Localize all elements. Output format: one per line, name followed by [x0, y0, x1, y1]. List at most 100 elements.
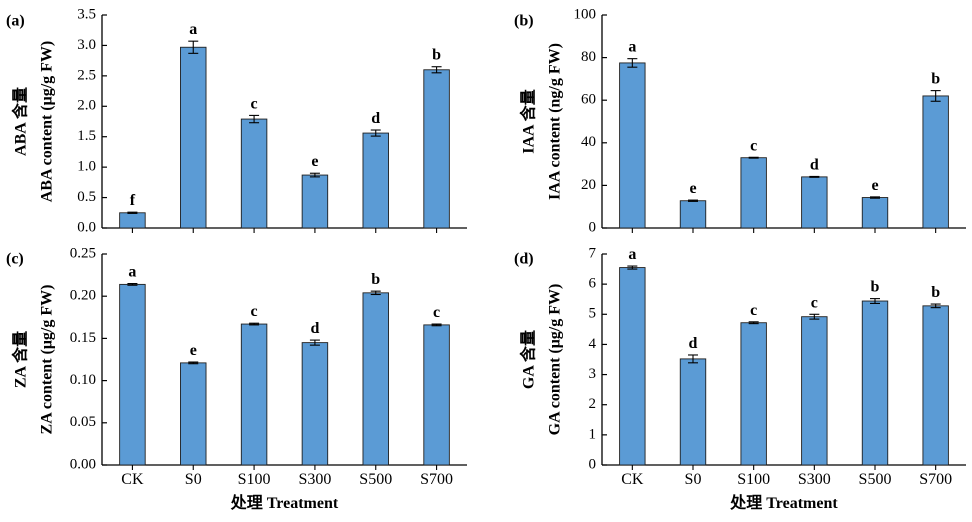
chart-panel-c: (c) ZA 含量 ZA content (μg/g FW) 0.00 0.05 0.10…	[6, 245, 467, 512]
bar	[240, 118, 268, 229]
x-tick-label: S700	[919, 471, 952, 488]
bar	[119, 283, 146, 466]
significance-letter: b	[931, 71, 940, 88]
y-axis-label-cn: ABA 含量	[11, 87, 30, 156]
y-axis-label-cn: GA 含量	[519, 330, 538, 389]
y-tick-label: 0.5	[77, 189, 96, 205]
bar	[861, 300, 889, 466]
bar	[801, 316, 828, 466]
bar	[619, 62, 646, 229]
x-tick-label: CK	[621, 471, 644, 488]
y-axis-label-cn: ZA 含量	[11, 331, 30, 388]
bar	[423, 69, 450, 229]
bar	[180, 46, 207, 229]
significance-letter: b	[931, 284, 940, 301]
bar	[861, 197, 889, 229]
y-tick-label: 1.5	[77, 128, 96, 144]
y-tick-label: 60	[581, 92, 596, 108]
significance-letter: e	[689, 180, 696, 197]
panel-label: (b)	[514, 13, 534, 30]
y-tick-label: 0.10	[70, 372, 96, 388]
panel-label: (a)	[6, 13, 25, 30]
bar	[362, 132, 389, 229]
y-tick-label: 0.15	[70, 330, 96, 346]
y-tick-label: 0.20	[70, 288, 96, 304]
bar	[740, 157, 767, 229]
significance-letter: c	[811, 294, 818, 311]
bar	[619, 267, 646, 466]
significance-letter: e	[871, 177, 878, 194]
significance-letter: d	[371, 110, 380, 127]
significance-letter: a	[628, 39, 636, 56]
y-tick-label: 5	[589, 306, 597, 322]
bar	[301, 342, 329, 466]
bar	[922, 95, 949, 229]
significance-letter: d	[310, 320, 319, 337]
y-tick-label: 100	[574, 6, 597, 22]
bar	[119, 212, 146, 229]
y-tick-label: 3	[589, 366, 597, 382]
chart-panel-b: (b) IAA 含量 IAA content (ng/g FW) 0 20 40 60 80 1…	[514, 6, 966, 235]
significance-letter: c	[750, 137, 757, 154]
bar	[922, 305, 949, 466]
x-tick-label: S700	[420, 471, 453, 488]
y-tick-label: 0.05	[70, 414, 96, 430]
y-tick-label: 0.00	[70, 456, 96, 472]
significance-letter: c	[251, 303, 258, 320]
x-tick-label: S0	[685, 471, 702, 488]
significance-letter: a	[128, 264, 136, 281]
y-tick-label: 7	[589, 245, 597, 261]
panel-label: (d)	[514, 251, 534, 268]
y-tick-label: 0	[589, 219, 597, 235]
significance-letter: d	[689, 335, 698, 352]
x-axis-title: 处理 Treatment	[729, 493, 838, 512]
y-tick-label: 40	[581, 134, 596, 150]
x-tick-label: S300	[798, 471, 831, 488]
y-axis-label: ABA content (μg/g FW)	[39, 41, 56, 203]
y-tick-label: 1.0	[77, 159, 96, 175]
y-tick-label: 0	[589, 456, 597, 472]
x-tick-label: S500	[359, 471, 392, 488]
x-tick-label: S500	[859, 471, 892, 488]
y-tick-label: 3.5	[77, 6, 96, 22]
panel-label: (c)	[6, 251, 24, 268]
y-tick-label: 3.0	[77, 37, 96, 53]
x-tick-label: CK	[121, 471, 144, 488]
significance-letter: c	[433, 304, 440, 321]
bar	[301, 174, 329, 229]
bar	[180, 362, 207, 466]
significance-letter: c	[750, 302, 757, 319]
x-tick-label: S100	[737, 471, 770, 488]
x-tick-label: S100	[238, 471, 271, 488]
x-tick-label: S0	[185, 471, 202, 488]
y-tick-label: 2	[589, 396, 597, 412]
significance-letter: a	[189, 21, 197, 38]
bar	[240, 323, 268, 466]
y-tick-label: 20	[581, 177, 596, 193]
significance-letter: b	[371, 271, 380, 288]
bar	[679, 200, 707, 229]
y-tick-label: 4	[589, 336, 597, 352]
y-tick-label: 0.0	[77, 219, 96, 235]
chart-panel-d: (d) GA 含量 GA content (μg/g FW) 0 1 2 3 4 5 6 7 a CK d…	[514, 245, 966, 512]
y-tick-label: 6	[589, 276, 597, 292]
significance-letter: b	[871, 279, 880, 296]
y-axis-label: GA content (μg/g FW)	[547, 284, 564, 436]
bar	[362, 292, 389, 466]
x-tick-label: S300	[298, 471, 331, 488]
y-tick-label: 2.5	[77, 67, 96, 83]
y-tick-label: 0.25	[70, 245, 96, 261]
significance-letter: c	[251, 95, 258, 112]
significance-letter: a	[628, 246, 636, 263]
y-axis-label: ZA content (μg/g FW)	[39, 285, 56, 435]
y-tick-label: 1	[589, 426, 597, 442]
bar	[740, 322, 767, 466]
y-tick-label: 2.0	[77, 98, 96, 114]
chart-panel-a: (a) ABA 含量 ABA content (μg/g FW) 0.0 0.5 1.0 1…	[6, 6, 467, 235]
bar	[423, 324, 450, 466]
significance-letter: d	[810, 156, 819, 173]
significance-letter: e	[190, 342, 197, 359]
significance-letter: b	[432, 47, 441, 64]
